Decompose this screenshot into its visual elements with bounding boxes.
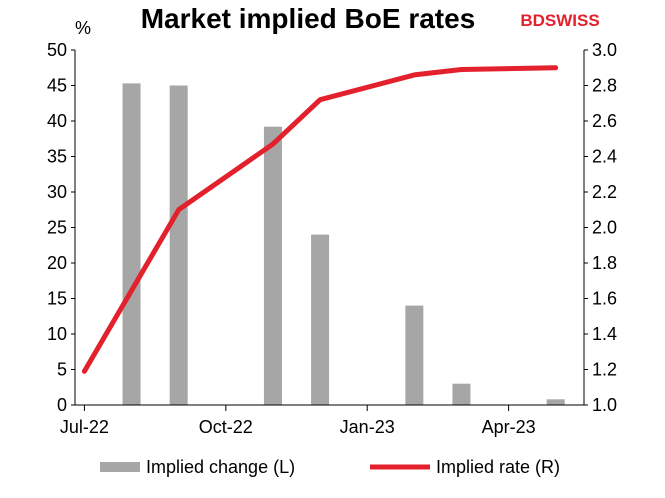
y-right-tick-label: 1.6 — [592, 289, 617, 309]
y-right-tick-label: 1.8 — [592, 253, 617, 273]
bar-0 — [122, 83, 141, 406]
y-left-unit-label: % — [75, 18, 91, 38]
legend-label-implied-rate: Implied rate (R) — [436, 457, 560, 477]
y-right-tick-label: 1.0 — [592, 395, 617, 415]
bar-1 — [169, 85, 188, 405]
x-tick-label: Jul-22 — [60, 417, 109, 437]
y-right-tick-label: 2.4 — [592, 147, 617, 167]
line-point-3 — [319, 99, 321, 101]
brand-logo: BDSWISS — [520, 11, 599, 30]
bar-4 — [405, 305, 424, 405]
y-right-tick-label: 1.4 — [592, 324, 617, 344]
y-right-tick-label: 2.8 — [592, 76, 617, 96]
y-left-tick-label: 35 — [47, 147, 67, 167]
x-tick-label: Apr-23 — [482, 417, 536, 437]
y-left-tick-label: 10 — [47, 324, 67, 344]
y-right-tick-label: 2.6 — [592, 111, 617, 131]
line-point-6 — [555, 67, 557, 69]
bar-6 — [546, 399, 565, 405]
line-point-1 — [178, 209, 180, 211]
y-left-tick-label: 50 — [47, 40, 67, 60]
y-left-tick-label: 45 — [47, 76, 67, 96]
legend-item-implied-rate: Implied rate (R) — [370, 457, 560, 477]
bar-series — [122, 83, 565, 406]
y-right-tick-label: 1.2 — [592, 360, 617, 380]
y-left-tick-label: 30 — [47, 182, 67, 202]
bar-2 — [263, 126, 282, 406]
x-tick-label: Oct-22 — [199, 417, 253, 437]
y-left-tick-label: 40 — [47, 111, 67, 131]
y-left-tick-label: 20 — [47, 253, 67, 273]
brand-logo-prefix: BD — [520, 11, 545, 30]
axes — [71, 49, 588, 411]
chart-title: Market implied BoE rates — [141, 3, 476, 34]
brand-logo-name: SWISS — [545, 11, 600, 30]
y-right-tick-label: 2.0 — [592, 218, 617, 238]
y-left-tick-label: 15 — [47, 289, 67, 309]
y-right-tick-label: 3.0 — [592, 40, 617, 60]
legend-bar-swatch — [100, 462, 140, 472]
y-left-tick-labels: 0 5 10 15 20 25 30 35 40 45 50 — [47, 40, 67, 415]
y-left-tick-label: 25 — [47, 218, 67, 238]
line-point-2 — [272, 143, 274, 145]
y-right-tick-labels: 1.0 1.2 1.4 1.6 1.8 2.0 2.2 2.4 2.6 2.8 3.0 — [592, 40, 617, 415]
bar-5 — [452, 383, 471, 405]
line-point-5 — [460, 69, 462, 71]
x-tick-label: Jan-23 — [340, 417, 395, 437]
line-point-0 — [83, 370, 85, 372]
line-series — [81, 65, 559, 374]
bar-3 — [311, 234, 330, 405]
brand-logo-text: BDSWISS — [520, 11, 599, 30]
legend-label-implied-change: Implied change (L) — [146, 457, 295, 477]
legend-item-implied-change: Implied change (L) — [100, 457, 295, 477]
y-left-tick-label: 0 — [57, 395, 67, 415]
y-left-tick-label: 5 — [57, 360, 67, 380]
x-tick-labels: Jul-22 Oct-22 Jan-23 Apr-23 — [60, 417, 536, 437]
legend: Implied change (L) Implied rate (R) — [100, 457, 560, 477]
line-point-4 — [413, 74, 415, 76]
y-right-tick-label: 2.2 — [592, 182, 617, 202]
